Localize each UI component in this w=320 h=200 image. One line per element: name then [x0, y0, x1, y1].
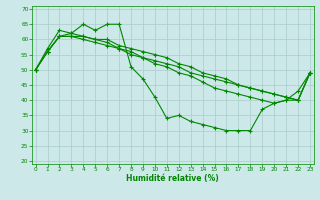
- X-axis label: Humidité relative (%): Humidité relative (%): [126, 174, 219, 183]
